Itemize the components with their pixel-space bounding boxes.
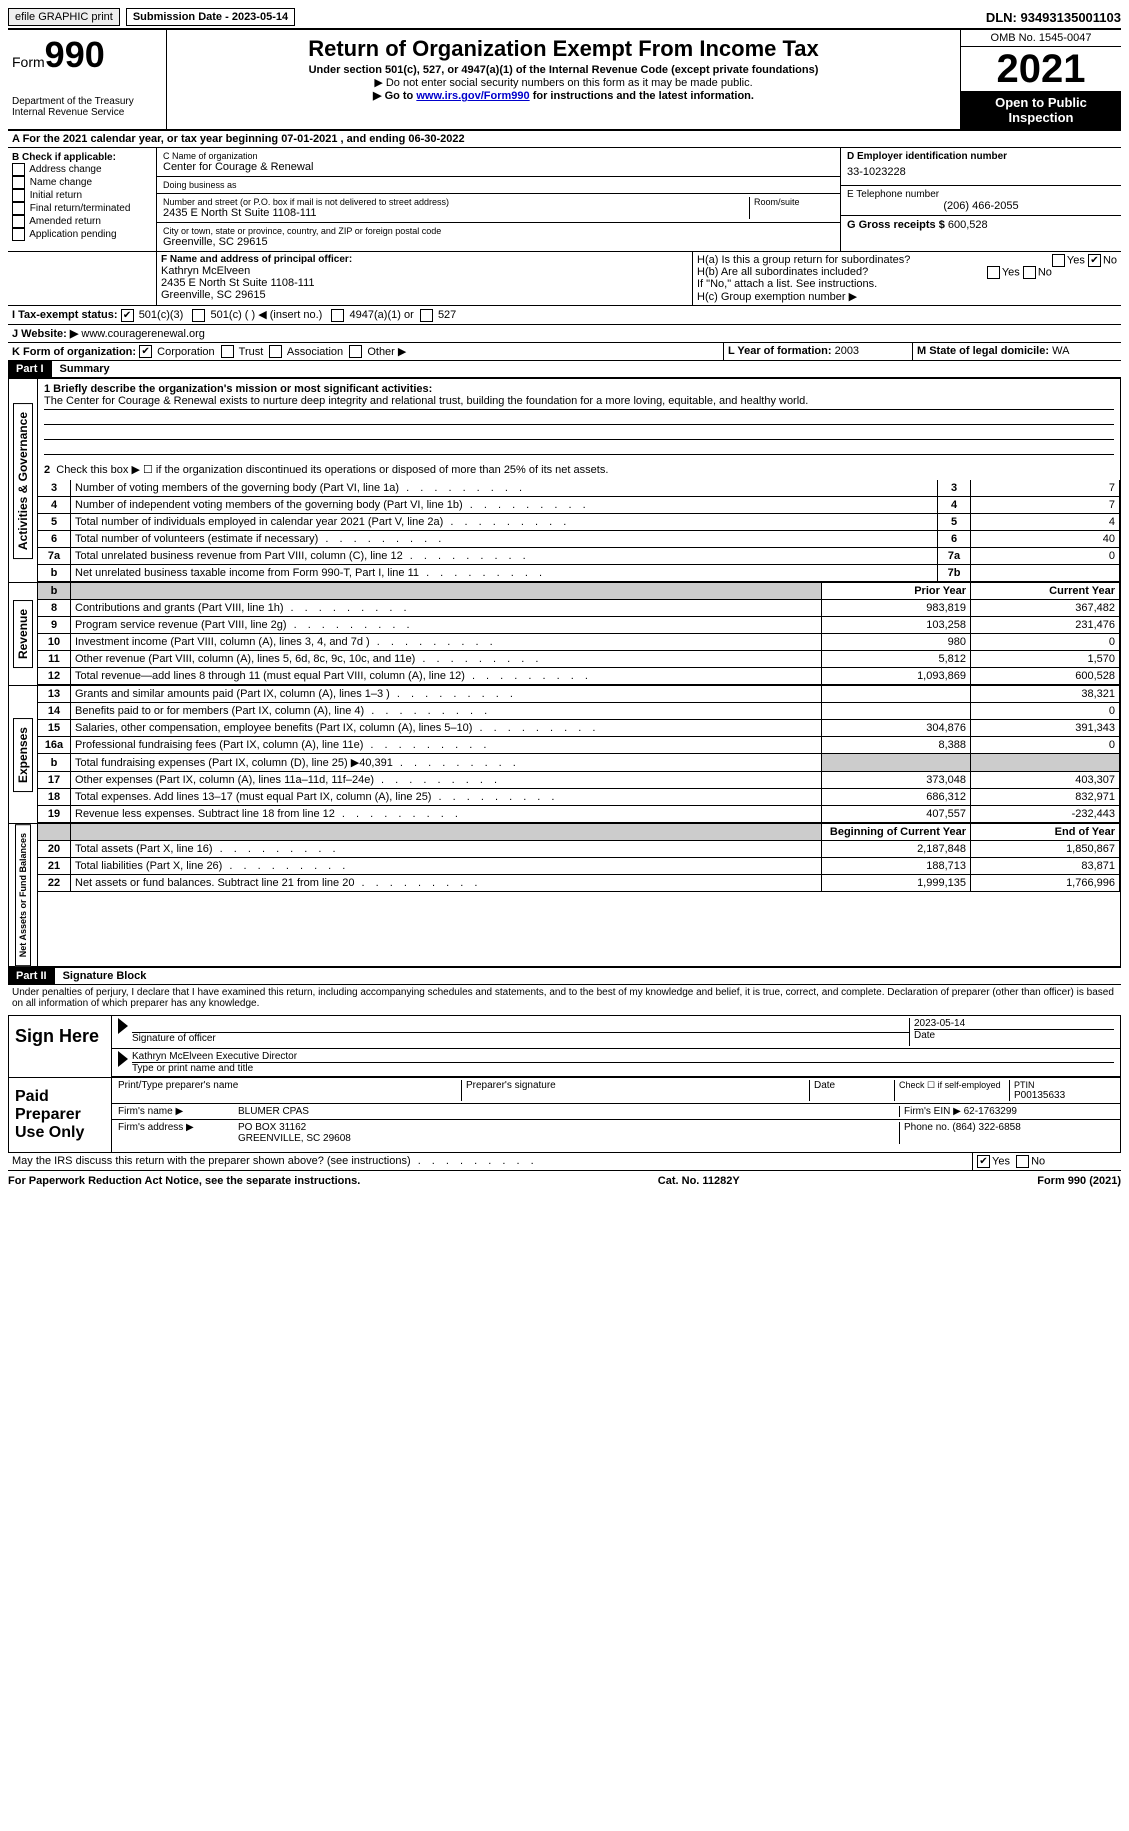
street-address: 2435 E North St Suite 1108-111 bbox=[163, 207, 749, 219]
submission-date: Submission Date - 2023-05-14 bbox=[126, 8, 295, 26]
form-header: Form990 Department of the Treasury Inter… bbox=[8, 30, 1121, 131]
part-1-header: Part I bbox=[8, 361, 52, 377]
form-org-label: K Form of organization: bbox=[12, 346, 136, 358]
h-note: If "No," attach a list. See instructions… bbox=[697, 278, 1117, 290]
mission-label: 1 Briefly describe the organization's mi… bbox=[44, 383, 1114, 395]
gross-label: G Gross receipts $ bbox=[847, 219, 945, 231]
arrow-icon bbox=[118, 1051, 128, 1067]
website-value: www.couragerenewal.org bbox=[81, 328, 205, 340]
footer-right: Form 990 (2021) bbox=[1037, 1175, 1121, 1187]
ein-value: 33-1023228 bbox=[847, 162, 1115, 182]
officer-name: Kathryn McElveen bbox=[161, 265, 688, 277]
note-1: ▶ Do not enter social security numbers o… bbox=[175, 76, 952, 89]
note-2: ▶ Go to www.irs.gov/Form990 for instruct… bbox=[175, 89, 952, 102]
vtab-revenue: Revenue bbox=[13, 600, 33, 668]
vtab-governance: Activities & Governance bbox=[13, 403, 33, 559]
form-subtitle: Under section 501(c), 527, or 4947(a)(1)… bbox=[175, 64, 952, 76]
name-label: C Name of organization bbox=[163, 151, 834, 161]
arrow-icon bbox=[118, 1018, 128, 1034]
irs-link[interactable]: www.irs.gov/Form990 bbox=[416, 90, 529, 102]
officer-addr2: Greenville, SC 29615 bbox=[161, 289, 688, 301]
open-inspection: Open to Public Inspection bbox=[961, 91, 1121, 129]
part-2-title: Signature Block bbox=[55, 968, 155, 984]
sign-here-label: Sign Here bbox=[9, 1016, 112, 1077]
tax-year: 2021 bbox=[961, 47, 1121, 91]
phone-value: (206) 466-2055 bbox=[847, 200, 1115, 212]
line-a: A For the 2021 calendar year, or tax yea… bbox=[8, 131, 1121, 148]
city-label: City or town, state or province, country… bbox=[163, 226, 834, 236]
revenue-table: bPrior YearCurrent Year 8Contributions a… bbox=[38, 583, 1120, 685]
h-a: H(a) Is this a group return for subordin… bbox=[697, 254, 1117, 266]
ein-label: D Employer identification number bbox=[847, 151, 1115, 162]
footer-mid: Cat. No. 11282Y bbox=[658, 1175, 740, 1187]
city-value: Greenville, SC 29615 bbox=[163, 236, 834, 248]
part-1-title: Summary bbox=[52, 361, 118, 377]
dept-label: Department of the Treasury bbox=[12, 96, 162, 107]
officer-label: F Name and address of principal officer: bbox=[161, 254, 688, 265]
omb-number: OMB No. 1545-0047 bbox=[961, 30, 1121, 47]
org-name: Center for Courage & Renewal bbox=[163, 161, 834, 173]
website-label: J Website: ▶ bbox=[12, 328, 78, 340]
irs-label: Internal Revenue Service bbox=[12, 107, 162, 118]
vtab-netassets: Net Assets or Fund Balances bbox=[15, 824, 31, 966]
top-toolbar: efile GRAPHIC print Submission Date - 20… bbox=[8, 8, 1121, 30]
line-2: 2 Check this box ▶ ☐ if the organization… bbox=[38, 459, 1120, 480]
paid-preparer-label: Paid Preparer Use Only bbox=[9, 1078, 112, 1152]
officer-addr1: 2435 E North St Suite 1108-111 bbox=[161, 277, 688, 289]
netassets-table: Beginning of Current YearEnd of Year 20T… bbox=[38, 824, 1120, 892]
h-c: H(c) Group exemption number ▶ bbox=[697, 290, 1117, 303]
room-label: Room/suite bbox=[754, 197, 834, 207]
form-title: Return of Organization Exempt From Incom… bbox=[175, 36, 952, 62]
governance-table: 3Number of voting members of the governi… bbox=[38, 480, 1120, 582]
box-b: B Check if applicable: Address change Na… bbox=[8, 148, 157, 251]
footer-left: For Paperwork Reduction Act Notice, see … bbox=[8, 1175, 360, 1187]
form-number: Form990 bbox=[12, 34, 162, 76]
phone-label: E Telephone number bbox=[847, 189, 1115, 200]
mission-text: The Center for Courage & Renewal exists … bbox=[44, 395, 1114, 410]
gross-value: 600,528 bbox=[948, 219, 988, 231]
tax-status-label: I Tax-exempt status: bbox=[12, 309, 118, 321]
dln-label: DLN: 93493135001103 bbox=[986, 10, 1121, 25]
addr-label: Number and street (or P.O. box if mail i… bbox=[163, 197, 749, 207]
expenses-table: 13Grants and similar amounts paid (Part … bbox=[38, 686, 1120, 823]
penalty-text: Under penalties of perjury, I declare th… bbox=[8, 985, 1121, 1011]
part-2-header: Part II bbox=[8, 968, 55, 984]
h-b: H(b) Are all subordinates included? Yes … bbox=[697, 266, 1117, 278]
vtab-expenses: Expenses bbox=[13, 718, 33, 792]
efile-button[interactable]: efile GRAPHIC print bbox=[8, 8, 120, 26]
dba-label: Doing business as bbox=[163, 180, 834, 190]
discuss-question: May the IRS discuss this return with the… bbox=[8, 1153, 973, 1170]
